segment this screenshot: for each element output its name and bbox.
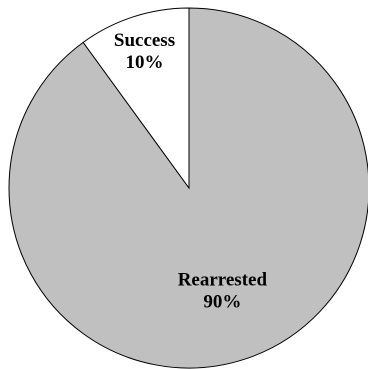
pie-slice-success <box>82 7 190 190</box>
slice-percent-rearrested: 90% <box>203 292 241 313</box>
slice-label-success: Success <box>114 30 175 51</box>
slice-label-rearrested: Rearrested <box>178 270 268 291</box>
slice-percent-success: 10% <box>126 52 164 73</box>
pie-slices <box>8 7 368 369</box>
